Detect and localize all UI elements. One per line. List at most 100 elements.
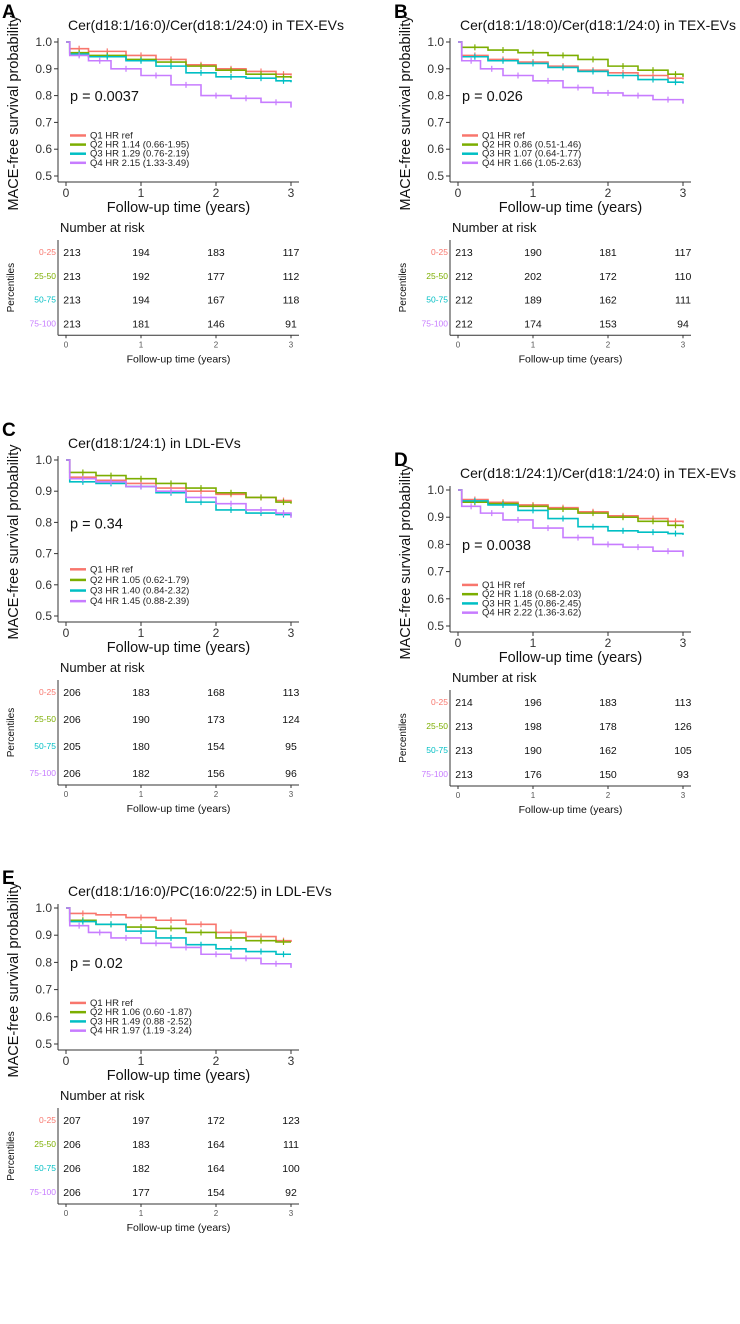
panel-d-risk-stratum-0: 0-25 <box>431 697 448 707</box>
panel-b-risk-y-label: Percentiles <box>398 263 409 312</box>
panel-d-risk-cell: 105 <box>674 745 692 757</box>
panel-a-x-tick-label: 0 <box>63 186 70 200</box>
panel-d-legend-label-q1: Q1 HR ref <box>482 580 525 591</box>
panel-c-risk-cell: 206 <box>63 687 81 699</box>
panel-a-risk-cell: 177 <box>207 271 225 283</box>
panel-a-risk-tick-label: 2 <box>214 340 219 349</box>
panel-d-y-axis-label: MACE-free survival probability <box>398 464 414 660</box>
panel-b-risk-cell: 94 <box>677 318 689 330</box>
panel-e-x-tick-label: 1 <box>138 1054 145 1068</box>
panel-b-letter: B <box>394 2 408 23</box>
panel-c-risk-cell: 206 <box>63 714 81 726</box>
panel-a-legend-label-q4: Q4 HR 2.15 (1.33-3.49) <box>90 158 189 169</box>
panel-e-risk-stratum-0: 0-25 <box>39 1115 56 1125</box>
panel-d-x-axis-label: Follow-up time (years) <box>499 650 642 666</box>
panel-c-y-axis-label: MACE-free survival probability <box>6 444 22 640</box>
panel-b-x-tick-label: 0 <box>455 186 462 200</box>
panel-b-risk-cell: 212 <box>455 295 473 307</box>
panel-a-risk-stratum-1: 25-50 <box>34 271 56 281</box>
panel-b-risk-x-label: Follow-up time (years) <box>519 353 623 365</box>
panel-e-y-tick-label: 0.6 <box>35 1010 52 1024</box>
panel-d-legend-label-q3: Q3 HR 1.45 (0.86-2.45) <box>482 598 581 609</box>
panel-b-x-tick-label: 1 <box>530 186 537 200</box>
panel-a-legend-label-q3: Q3 HR 1.29 (0.76-2.19) <box>90 149 189 160</box>
panel-d-x-tick-label: 2 <box>605 636 612 650</box>
panel-e-letter: E <box>2 868 15 889</box>
panel-b-risk-tick-label: 3 <box>681 340 686 349</box>
panel-a-risk-stratum-2: 50-75 <box>34 295 56 305</box>
panel-a-y-tick-label: 0.6 <box>35 142 52 156</box>
panel-e-y-tick-label: 0.9 <box>35 928 52 942</box>
panel-b-y-tick-label: 0.7 <box>427 115 444 129</box>
panel-a-y-tick-label: 0.5 <box>35 169 52 183</box>
panel-d-x-tick-label: 0 <box>455 636 462 650</box>
panel-b-risk-cell: 181 <box>599 247 617 259</box>
panel-d-risk-cell: 183 <box>599 697 617 709</box>
panel-e-risk-tick-label: 1 <box>139 1209 144 1218</box>
panel-b-risk-stratum-2: 50-75 <box>426 295 448 305</box>
panel-c-risk-cell: 206 <box>63 768 81 780</box>
panel-c-y-tick-label: 0.5 <box>35 609 52 623</box>
panel-d-risk-stratum-1: 25-50 <box>426 721 448 731</box>
panel-a-risk-x-label: Follow-up time (years) <box>127 353 231 365</box>
panel-e-y-tick-label: 0.7 <box>35 983 52 997</box>
panel-c-risk-x-label: Follow-up time (years) <box>127 803 231 815</box>
panel-b-risk-stratum-3: 75-100 <box>422 318 449 328</box>
panel-a-risk-tick-label: 3 <box>289 340 294 349</box>
panel-a-risk-title: Number at risk <box>60 220 145 235</box>
panel-e-risk-x-label: Follow-up time (years) <box>127 1222 231 1234</box>
panel-b-curve-q4 <box>458 41 684 104</box>
panel-d-risk-x-label: Follow-up time (years) <box>519 804 623 816</box>
panel-b-y-axis-label: MACE-free survival probability <box>398 15 414 211</box>
panel-c-risk-cell: 183 <box>132 687 150 699</box>
panel-e-risk-cell: 197 <box>132 1115 150 1127</box>
panel-b-risk-tick-label: 2 <box>606 340 611 349</box>
panel-e-risk-cell: 206 <box>63 1187 81 1199</box>
panel-c-risk-stratum-2: 50-75 <box>34 741 56 751</box>
panel-d-svg: D Cer(d18:1/24:1)/Cer(d18:1/24:0) in TEX-… <box>394 450 736 816</box>
panel-e-y-tick-label: 1.0 <box>35 901 52 915</box>
panel-b-legend-label-q2: Q2 HR 0.86 (0.51-1.46) <box>482 140 581 151</box>
panel-c-y-tick-label: 0.7 <box>35 547 52 561</box>
panel-d-legend-label-q2: Q2 HR 1.18 (0.68-2.03) <box>482 589 581 600</box>
panel-c-legend-label-q2: Q2 HR 1.05 (0.62-1.79) <box>90 575 189 586</box>
panel-c-x-tick-label: 1 <box>138 626 145 640</box>
panel-e-y-axis-label: MACE-free survival probability <box>6 882 22 1078</box>
panel-a-x-tick-label: 3 <box>288 186 295 200</box>
panel-c-risk-title: Number at risk <box>60 660 145 675</box>
panel-c-risk-cell: 168 <box>207 687 225 699</box>
panel-d-risk-cell: 196 <box>524 697 542 709</box>
panel-d-letter: D <box>394 450 408 471</box>
panel-e-risk-y-label: Percentiles <box>6 1131 17 1180</box>
panel-b-risk-tick-label: 1 <box>531 340 536 349</box>
panel-b-risk-cell: 162 <box>599 295 617 307</box>
panel-d-risk-cell: 213 <box>455 745 473 757</box>
panel-b-curve-q1 <box>458 41 684 80</box>
panel-c-legend-label-q4: Q4 HR 1.45 (0.88-2.39) <box>90 596 189 607</box>
panel-d-title: Cer(d18:1/24:1)/Cer(d18:1/24:0) in TEX-E… <box>460 465 736 481</box>
panel-c: C Cer(d18:1/24:1) in LDL-EVs MACE-free sur… <box>0 418 385 858</box>
panel-b-risk-cell: 153 <box>599 318 617 330</box>
panel-a: A Cer(d18:1/16:0)/Cer(d18:1/24:0) in TEX-… <box>0 0 367 410</box>
panel-b-y-tick-label: 1.0 <box>427 35 444 49</box>
panel-d-risk-title: Number at risk <box>452 670 537 685</box>
panel-c-risk-tick-label: 3 <box>289 790 294 799</box>
panel-e-risk-cell: 92 <box>285 1187 297 1199</box>
panel-e-risk-stratum-2: 50-75 <box>34 1163 56 1173</box>
panel-d-risk-cell: 214 <box>455 697 473 709</box>
panel-b-curve-q3 <box>458 41 684 84</box>
panel-a-risk-cell: 117 <box>283 247 300 259</box>
panel-b-legend-label-q4: Q4 HR 1.66 (1.05-2.63) <box>482 158 581 169</box>
panel-d-risk-cell: 150 <box>599 769 617 781</box>
panel-c-risk-tick-label: 0 <box>64 790 69 799</box>
panel-a-risk-tick-label: 0 <box>64 340 69 349</box>
panel-a-risk-cell: 167 <box>207 295 225 307</box>
panel-d-y-tick-label: 0.8 <box>427 537 444 551</box>
panel-e-risk-cell: 164 <box>207 1163 225 1175</box>
panel-a-y-tick-label: 0.7 <box>35 115 52 129</box>
panel-c-title: Cer(d18:1/24:1) in LDL-EVs <box>68 435 241 451</box>
panel-c-y-tick-label: 1.0 <box>35 453 52 467</box>
panel-c-risk-tick-label: 2 <box>214 790 219 799</box>
panel-a-risk-cell: 91 <box>285 318 297 330</box>
panel-e-risk-cell: 123 <box>282 1115 300 1127</box>
